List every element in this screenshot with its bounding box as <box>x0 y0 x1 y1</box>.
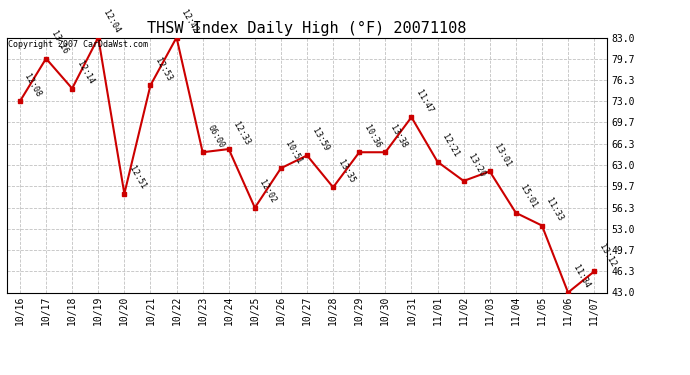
Text: 13:59: 13:59 <box>310 126 330 153</box>
Text: 13:16: 13:16 <box>49 30 69 56</box>
Text: 12:08: 12:08 <box>23 72 43 99</box>
Text: 15:01: 15:01 <box>519 184 539 210</box>
Text: 12:33: 12:33 <box>232 120 252 146</box>
Text: 06:00: 06:00 <box>206 123 226 150</box>
Text: 11:47: 11:47 <box>414 88 435 114</box>
Text: Copyright 2007 CarDdaWst.com: Copyright 2007 CarDdaWst.com <box>8 40 148 49</box>
Text: 13:38: 13:38 <box>388 123 408 150</box>
Text: 13:20: 13:20 <box>466 152 486 178</box>
Text: 12:42: 12:42 <box>179 9 199 35</box>
Text: 12:14: 12:14 <box>75 60 95 86</box>
Text: 11:33: 11:33 <box>544 196 565 223</box>
Text: 12:21: 12:21 <box>440 133 461 159</box>
Text: 11:34: 11:34 <box>571 264 591 290</box>
Text: 12:51: 12:51 <box>127 165 148 191</box>
Text: 10:51: 10:51 <box>284 139 304 165</box>
Text: 13:01: 13:01 <box>493 142 513 169</box>
Text: 13:35: 13:35 <box>336 158 356 184</box>
Text: 12:04: 12:04 <box>101 9 121 35</box>
Text: 12:02: 12:02 <box>257 179 278 205</box>
Title: THSW Index Daily High (°F) 20071108: THSW Index Daily High (°F) 20071108 <box>148 21 466 36</box>
Text: 13:12: 13:12 <box>597 243 618 268</box>
Text: 10:36: 10:36 <box>362 123 382 150</box>
Text: 12:53: 12:53 <box>153 56 173 82</box>
